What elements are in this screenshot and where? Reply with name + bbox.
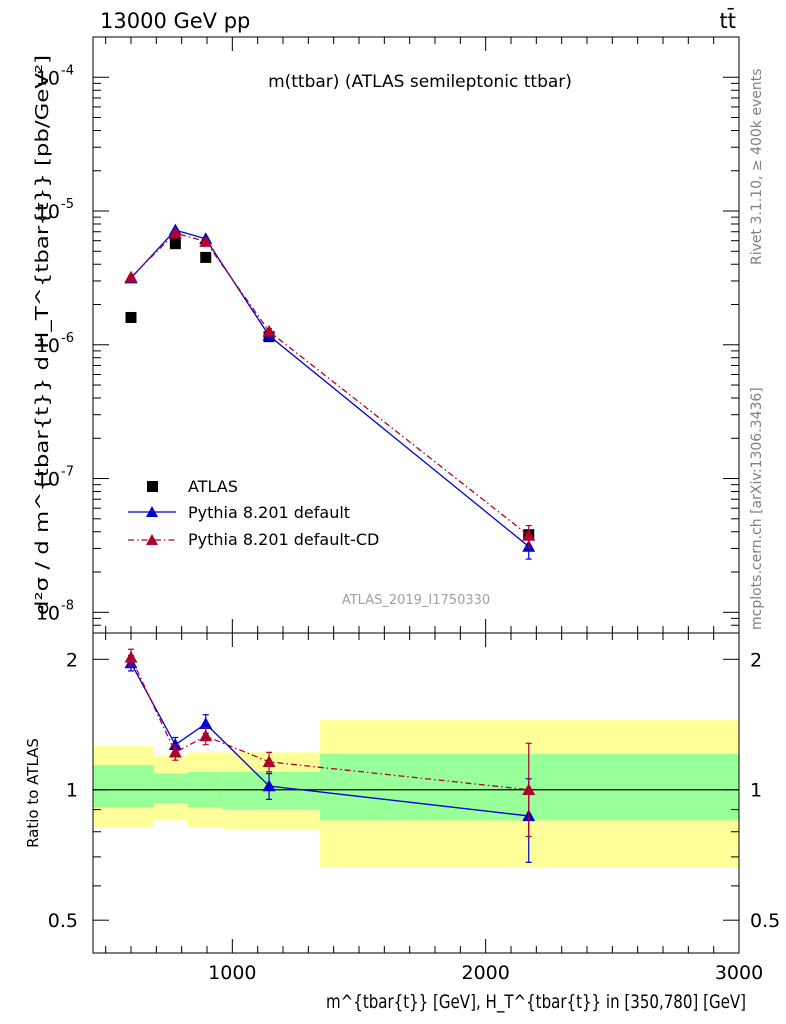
ratio-inner-band <box>153 773 188 804</box>
ratio-point-pythia-8-201-default-cd <box>262 755 276 768</box>
analysis-label: ATLAS_2019_I1750330 <box>342 593 490 608</box>
ratio-point-pythia-8-201-default <box>262 779 276 792</box>
main-y-tick-label: 10 <box>36 201 60 223</box>
main-y-tick-label: 10 <box>36 335 60 357</box>
data-point-pythia-8-201-default-cd <box>168 226 182 239</box>
ratio-point-pythia-8-201-default-cd <box>168 745 182 758</box>
ratio-uncertainty-bands <box>93 719 739 868</box>
main-y-axis-label: d²σ / d m^{tbar{t}} d H_T^{tbar{t}} [pb/… <box>32 55 53 615</box>
data-point-pythia-8-201-default-cd <box>522 529 536 541</box>
main-panel: m(ttbar) (ATLAS semileptonic ttbar) 10 -8… <box>36 36 740 634</box>
legend-marker-pythia-default <box>146 506 158 517</box>
ratio-y-tick-label-left: 2 <box>66 649 78 671</box>
process-label: tt̄ <box>720 8 736 33</box>
data-point-pythia-8-201-default-cd <box>262 324 276 337</box>
mcplots-label-text: mcplots.cern.ch [arXiv:1306.3436] <box>749 387 765 630</box>
series-pythia-8-201-default-cd <box>124 226 536 549</box>
ratio-series <box>124 648 536 863</box>
main-y-tick-exponent: -4 <box>61 63 74 78</box>
rivet-label: Rivet 3.1.10, ≥ 400k events <box>749 68 765 265</box>
main-y-tick-exponent: -7 <box>61 465 74 480</box>
series-line-pythia-8-201-default <box>130 229 530 548</box>
rivet-label-text: Rivet 3.1.10, ≥ 400k events <box>749 68 765 265</box>
data-point-atlas <box>169 238 181 250</box>
ratio-y-tick-label-right: 1 <box>750 780 762 802</box>
legend-item-pythia-default: Pythia 8.201 default <box>128 503 350 522</box>
ratio-point-pythia-8-201-default-cd <box>199 729 213 742</box>
ratio-frame <box>92 632 740 954</box>
ratio-inner-band <box>93 765 154 808</box>
legend-marker-atlas <box>147 481 158 492</box>
series-line-pythia-8-201-default-cd <box>130 232 530 537</box>
ratio-panel: 0.5 0.5 1 1 2 2 1000 2000 3000 <box>48 632 780 984</box>
legend: ATLAS Pythia 8.201 default Pythia 8.201 … <box>128 477 379 549</box>
legend-marker-pythia-default-cd <box>146 534 158 545</box>
main-series <box>124 223 536 560</box>
legend-item-pythia-default-cd: Pythia 8.201 default-CD <box>128 530 379 549</box>
x-tick-label: 3000 <box>715 962 763 984</box>
data-point-pythia-8-201-default-cd <box>124 270 138 283</box>
main-y-axis-label-text: d²σ / d m^{tbar{t}} d H_T^{tbar{t}} [pb/… <box>32 55 53 615</box>
series-atlas <box>125 238 535 541</box>
ratio-y-ticks: 0.5 0.5 1 1 2 2 <box>48 649 780 932</box>
chart-title: m(ttbar) (ATLAS semileptonic ttbar) <box>268 72 572 92</box>
x-axis-label: m^{tbar{t}} [GeV], H_T^{tbar{t}} in [350… <box>326 991 746 1013</box>
ratio-y-axis-label-text: Ratio to ATLAS <box>24 738 42 848</box>
ratio-point-pythia-8-201-default-cd <box>522 783 536 795</box>
main-y-tick-label: 10 <box>36 67 60 89</box>
main-y-ticks: 10-810-710-610-510-4 <box>36 36 739 634</box>
ratio-point-pythia-8-201-default <box>168 738 182 750</box>
main-y-tick-label: 10 <box>36 469 60 491</box>
main-y-tick-exponent: -8 <box>61 598 74 613</box>
ratio-point-pythia-8-201-default-cd <box>124 650 138 663</box>
energy-label: 13000 GeV pp <box>100 9 250 33</box>
ratio-y-tick-label-left: 0.5 <box>48 910 78 932</box>
ratio-x-ticks: 1000 2000 3000 <box>105 633 763 984</box>
data-point-pythia-8-201-default-cd <box>199 235 213 247</box>
data-point-atlas <box>200 251 212 263</box>
mcplots-label: mcplots.cern.ch [arXiv:1306.3436] <box>749 387 765 630</box>
legend-item-atlas: ATLAS <box>147 477 238 496</box>
ratio-y-tick-label-left: 1 <box>66 780 78 802</box>
x-tick-label: 2000 <box>461 962 509 984</box>
x-tick-label: 1000 <box>208 962 256 984</box>
ratio-y-tick-label-right: 0.5 <box>750 910 780 932</box>
main-y-tick-exponent: -6 <box>61 331 74 346</box>
legend-label-pythia-default-cd: Pythia 8.201 default-CD <box>188 530 379 549</box>
legend-label-pythia-default: Pythia 8.201 default <box>188 503 350 522</box>
ratio-series-pythia-8-201-default-cd <box>124 648 536 838</box>
ratio-point-pythia-8-201-default <box>199 717 213 729</box>
legend-label-atlas: ATLAS <box>188 477 238 496</box>
ratio-y-tick-label-right: 2 <box>750 649 762 671</box>
data-point-atlas <box>125 311 137 323</box>
main-y-tick-label: 10 <box>36 602 60 624</box>
ratio-y-axis-label: Ratio to ATLAS <box>24 738 42 848</box>
main-y-tick-exponent: -5 <box>61 197 74 212</box>
